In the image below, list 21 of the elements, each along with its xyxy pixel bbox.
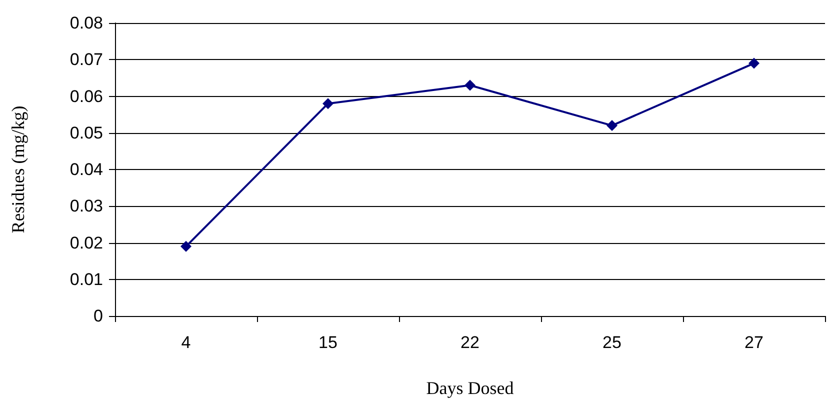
point	[180, 240, 192, 252]
x-tick-label: 25	[602, 333, 622, 352]
y-tick-label: 0.02	[70, 233, 103, 252]
point	[606, 120, 618, 132]
y-tick-label: 0.05	[70, 123, 103, 142]
y-tick-label: 0.08	[70, 14, 103, 32]
y-tick-label: 0.07	[70, 50, 103, 70]
x-axis-title: Days Dosed	[426, 378, 514, 398]
x-tick-label: 4	[181, 333, 191, 352]
x-tick-label: 22	[460, 333, 480, 352]
x-tick-label: 15	[318, 333, 338, 352]
y-tick-label: 0	[94, 306, 103, 326]
y-tick-label: 0.03	[70, 196, 103, 216]
point	[464, 80, 476, 91]
y-tick-label: 0.04	[70, 160, 103, 179]
point	[322, 98, 334, 110]
y-tick-label: 0.01	[70, 270, 103, 289]
y-axis-title: Residues (mg/kg)	[8, 106, 28, 234]
y-tick-label: 0.06	[70, 86, 103, 106]
point	[748, 58, 760, 69]
x-tick-label: 27	[744, 333, 764, 352]
